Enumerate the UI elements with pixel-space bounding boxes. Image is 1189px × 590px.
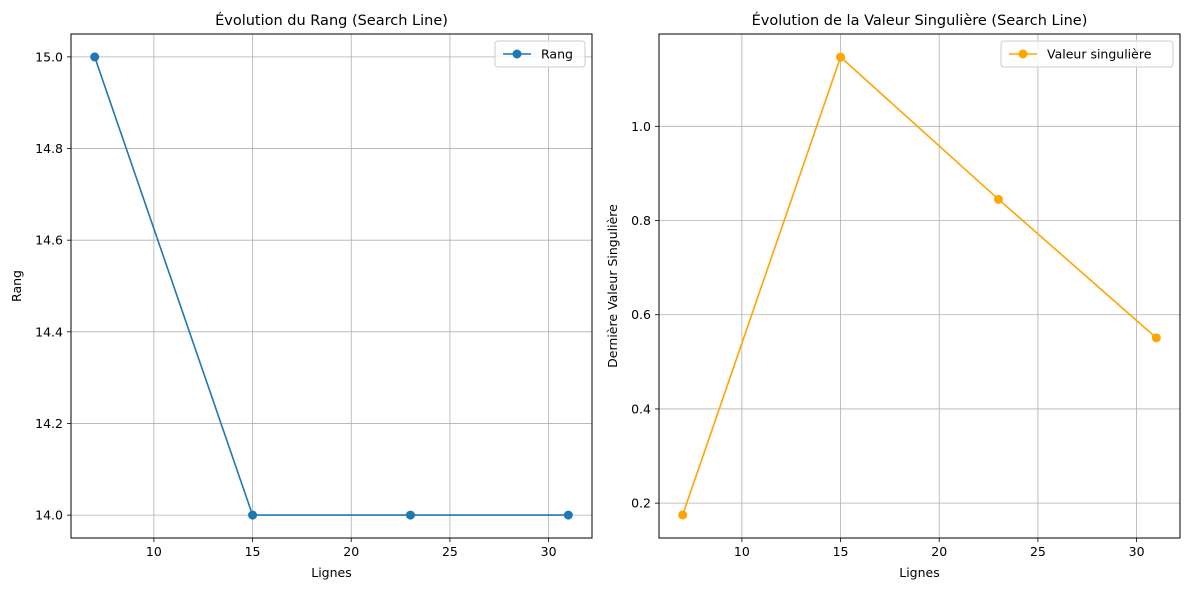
legend-marker	[1018, 49, 1028, 59]
y-tick-label: 14.2	[35, 416, 63, 431]
ticks: 10 15 20 25 30 0.2 0.4 0.6 0.8 1.0	[631, 119, 1144, 559]
data-point	[248, 510, 258, 520]
data-point	[405, 510, 415, 520]
legend-label: Rang	[541, 47, 573, 62]
x-tick-label: 25	[1030, 544, 1046, 559]
y-tick-label: 1.0	[631, 119, 651, 134]
y-tick-label: 15.0	[35, 49, 63, 64]
legend-marker	[512, 49, 522, 59]
series-line	[681, 55, 1157, 516]
x-tick-label: 10	[146, 544, 162, 559]
y-tick-label: 0.6	[631, 307, 651, 322]
series	[678, 52, 1161, 520]
y-tick-label: 0.4	[631, 401, 651, 416]
plot-frame	[70, 33, 593, 539]
x-tick-label: 20	[343, 544, 359, 559]
x-axis-label: Lignes	[899, 565, 940, 580]
legend: Valeur singulière	[1000, 40, 1174, 68]
data-point	[836, 52, 846, 62]
series	[90, 52, 573, 520]
x-axis-label: Lignes	[311, 565, 352, 580]
y-axis-label: Dernière Valeur Singulière	[605, 204, 620, 368]
y-tick-label: 0.2	[631, 496, 651, 511]
x-tick-label: 15	[833, 544, 849, 559]
chart-rang: 10 15 20 25 30 14.0 14.2 14.4 14.6 14.8 15.0 Évolu…	[9, 12, 593, 580]
x-tick-label: 20	[931, 544, 947, 559]
data-point	[678, 510, 688, 520]
legend-box	[1000, 40, 1174, 68]
x-tick-label: 30	[541, 544, 557, 559]
ticks: 10 15 20 25 30 14.0 14.2 14.4 14.6 14.8 15.0	[35, 49, 556, 559]
y-axis-label: Rang	[9, 270, 24, 302]
x-tick-label: 30	[1129, 544, 1145, 559]
y-tick-label: 14.6	[35, 233, 63, 248]
legend-label: Valeur singulière	[1047, 47, 1152, 62]
y-tick-label: 14.0	[35, 508, 63, 523]
x-tick-label: 25	[442, 544, 458, 559]
chart-title: Évolution de la Valeur Singulière (Searc…	[752, 12, 1088, 29]
data-point	[993, 194, 1003, 204]
x-tick-label: 15	[245, 544, 261, 559]
data-point	[1151, 333, 1161, 343]
legend-box	[494, 40, 586, 68]
plot-frame	[658, 33, 1181, 539]
x-tick-label: 10	[734, 544, 750, 559]
y-tick-label: 0.8	[631, 213, 651, 228]
data-point	[563, 510, 573, 520]
chart-valeur-singuliere: 10 15 20 25 30 0.2 0.4 0.6 0.8 1.0 Évolution de l…	[605, 12, 1181, 580]
grid	[659, 34, 1180, 538]
data-point	[90, 52, 100, 62]
y-tick-label: 14.4	[35, 324, 63, 339]
legend: Rang	[494, 40, 586, 68]
y-tick-label: 14.8	[35, 141, 63, 156]
series-line	[93, 56, 569, 516]
chart-title: Évolution du Rang (Search Line)	[215, 12, 448, 29]
